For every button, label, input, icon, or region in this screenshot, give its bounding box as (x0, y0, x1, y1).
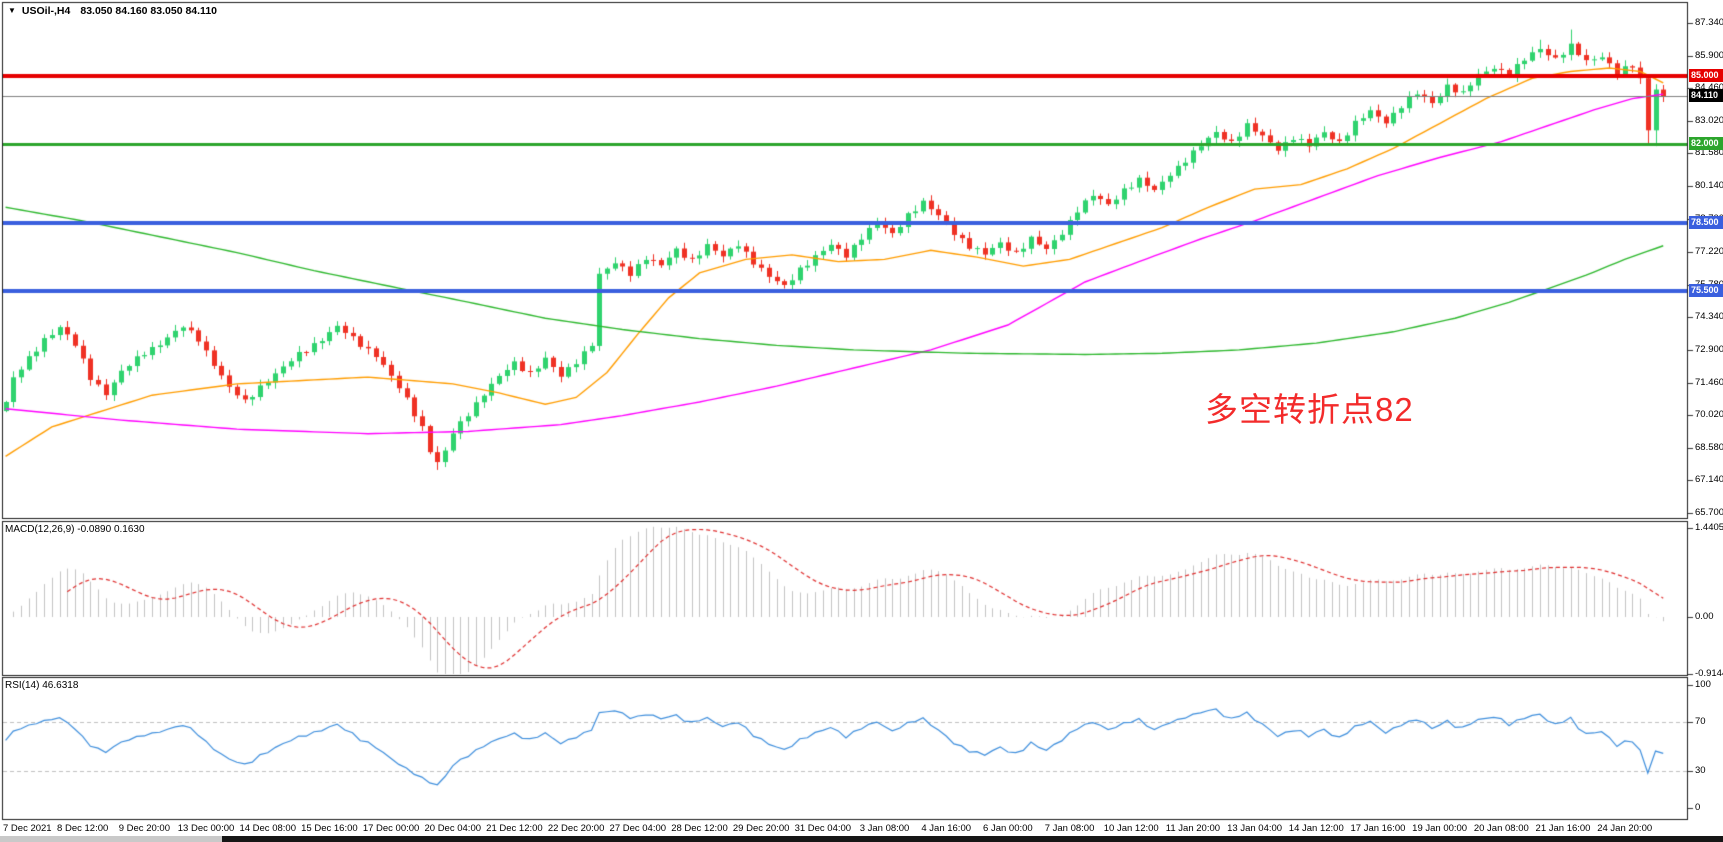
time-axis-label: 27 Dec 04:00 (609, 823, 667, 834)
price-axis-label: 71.460 (1695, 377, 1723, 388)
price-axis-label: 70.020 (1695, 409, 1723, 420)
time-axis-label: 13 Jan 04:00 (1227, 823, 1283, 834)
chart-title: ▼ USOil-,H4 83.050 84.160 83.050 84.110 (8, 5, 227, 17)
time-axis-label: 28 Dec 12:00 (671, 823, 728, 834)
resistance-85000-badge[interactable]: 85.000 (1689, 69, 1723, 82)
time-axis-label: 22 Dec 20:00 (547, 823, 605, 834)
price-axis-label: 72.900 (1695, 344, 1723, 355)
annotation-text[interactable]: 多空转折点82 (1205, 391, 1414, 428)
rsi-axis-label: 70 (1695, 716, 1706, 727)
pivot-82000-badge[interactable]: 82.000 (1689, 137, 1723, 150)
price-axis-label: 65.700 (1695, 507, 1723, 518)
time-axis-label: 14 Jan 12:00 (1288, 823, 1344, 834)
time-axis-label: 7 Dec 2021 (3, 823, 52, 834)
time-axis-label: 7 Jan 08:00 (1044, 823, 1095, 834)
macd-indicator-label: MACD(12,26,9) -0.0890 0.1630 (5, 524, 145, 535)
time-axis-label: 21 Jan 16:00 (1535, 823, 1591, 834)
price-axis-label: 85.900 (1695, 50, 1723, 61)
rsi-axis-label: 30 (1695, 765, 1706, 776)
time-axis-label: 24 Jan 20:00 (1597, 823, 1653, 834)
time-axis-label: 10 Jan 12:00 (1103, 823, 1159, 834)
support-78500-badge[interactable]: 78.500 (1689, 216, 1723, 229)
time-axis-label: 20 Dec 04:00 (424, 823, 482, 834)
time-axis-label: 4 Jan 16:00 (921, 823, 972, 834)
horizontal-scrollbar-thumb[interactable] (0, 836, 222, 842)
chevron-down-icon[interactable]: ▼ (8, 6, 16, 15)
time-axis-label: 20 Jan 08:00 (1473, 823, 1529, 834)
macd-axis-label: 1.4405 (1695, 522, 1723, 533)
time-axis-label: 21 Dec 12:00 (486, 823, 543, 834)
rsi-axis-label: 0 (1695, 802, 1701, 813)
chart-symbol-period: USOil-,H4 (21, 5, 71, 17)
time-axis-label: 14 Dec 08:00 (239, 823, 296, 834)
chart-ohlc-values: 83.050 84.160 83.050 84.110 (80, 5, 217, 17)
macd-axis-label: 0.00 (1695, 611, 1714, 622)
price-axis-label: 81.580 (1695, 147, 1723, 158)
macd-axis-label: -0.9144 (1695, 668, 1723, 679)
time-axis-label: 17 Dec 00:00 (362, 823, 420, 834)
horizontal-scrollbar-track[interactable] (0, 836, 1723, 842)
current-price-badge[interactable]: 84.110 (1689, 89, 1723, 102)
rsi-indicator-label: RSI(14) 46.6318 (5, 680, 79, 691)
time-axis-label: 19 Jan 00:00 (1412, 823, 1468, 834)
support-75500-badge[interactable]: 75.500 (1689, 284, 1723, 297)
price-axis-label: 68.580 (1695, 442, 1723, 453)
price-axis-label: 80.140 (1695, 180, 1723, 191)
time-axis-label: 13 Dec 00:00 (177, 823, 235, 834)
rsi-axis-label: 100 (1695, 679, 1711, 690)
price-axis-label: 83.020 (1695, 115, 1723, 126)
price-axis-label: 67.140 (1695, 474, 1723, 485)
time-axis-label: 8 Dec 12:00 (57, 823, 109, 834)
time-axis-label: 6 Jan 00:00 (983, 823, 1033, 834)
time-axis-label: 11 Jan 20:00 (1165, 823, 1221, 834)
time-axis-label: 31 Dec 04:00 (794, 823, 852, 834)
price-axis-label: 77.220 (1695, 246, 1723, 257)
time-axis-label: 3 Jan 08:00 (859, 823, 910, 834)
price-axis-label: 74.340 (1695, 311, 1723, 322)
price-axis-label: 84.460 (1695, 82, 1723, 93)
price-axis-label: 87.340 (1695, 17, 1723, 28)
time-axis-label: 15 Dec 16:00 (301, 823, 358, 834)
time-axis-label: 17 Jan 16:00 (1350, 823, 1406, 834)
time-axis-label: 9 Dec 20:00 (118, 823, 170, 834)
time-axis-label: 29 Dec 20:00 (732, 823, 790, 834)
